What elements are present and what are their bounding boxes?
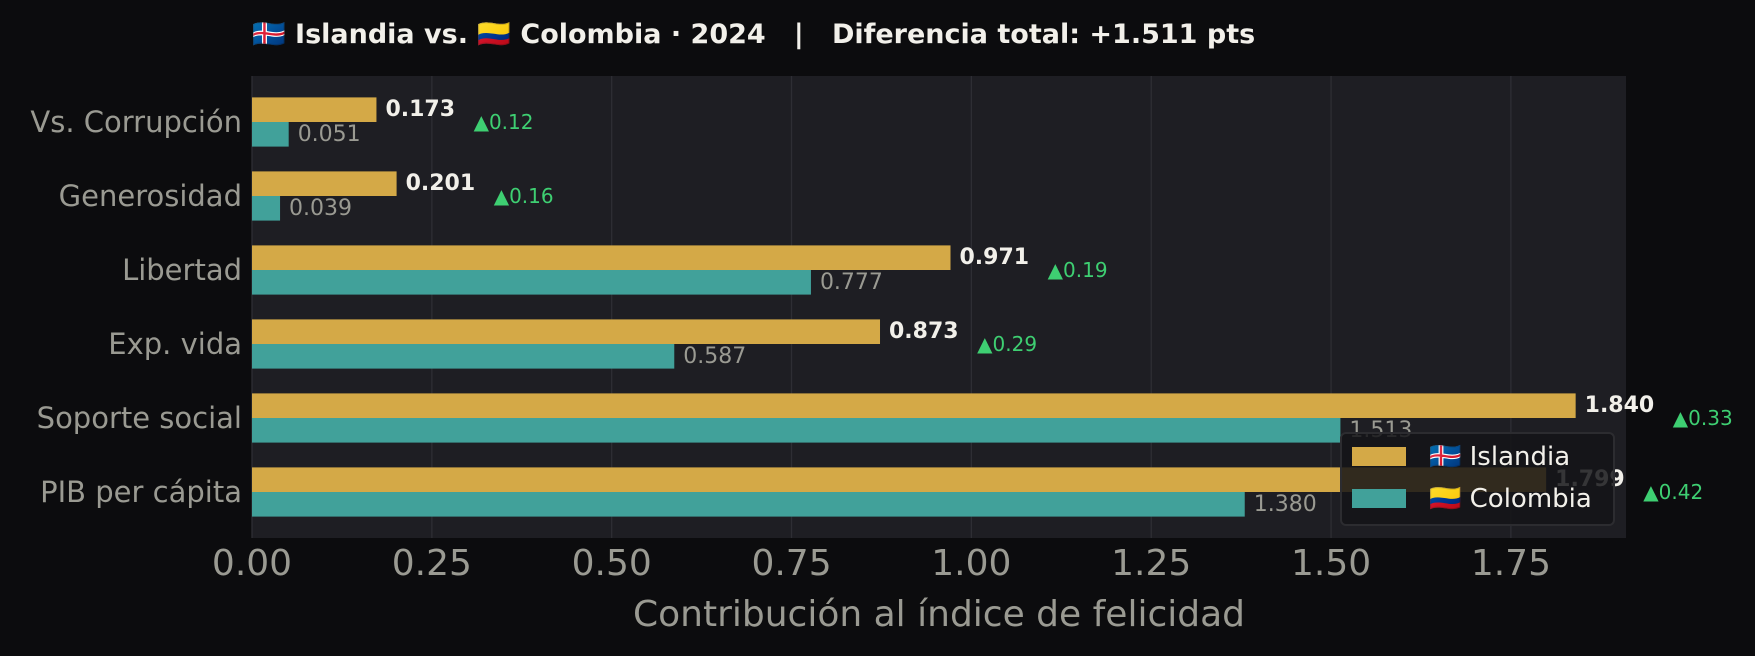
value-label-islandia: 0.173 [385,97,455,122]
bar-islandia [252,97,377,122]
x-tick-label: 0.50 [572,543,652,584]
value-label-colombia: 1.380 [1254,492,1317,517]
bar-colombia [252,270,811,295]
legend-swatch [1352,489,1406,508]
chart-title: 🇮🇸 Islandia vs. 🇨🇴 Colombia · 2024 | Dif… [252,19,1255,50]
bar-islandia [252,245,951,270]
value-label-islandia: 1.840 [1585,393,1655,418]
legend-box [1340,432,1615,526]
y-tick-label: Generosidad [59,179,242,213]
bar-islandia [252,393,1576,418]
value-label-islandia: 0.201 [406,171,476,196]
difference-label: ▲0.42 [1643,480,1703,504]
y-tick-label: Libertad [122,253,242,287]
x-axis-label: Contribución al índice de felicidad [633,594,1245,635]
x-tick-label: 0.25 [392,543,472,584]
value-label-colombia: 0.039 [289,196,352,221]
bar-islandia [252,319,881,344]
difference-label: ▲0.16 [494,184,554,208]
legend: 🇮🇸 Islandia 🇨🇴 Colombia [1340,432,1615,526]
bar-colombia [252,492,1245,517]
bar-colombia [252,344,675,369]
value-label-islandia: 0.873 [889,319,959,344]
bar-colombia [252,196,281,221]
y-tick-label: PIB per cápita [40,475,242,509]
bar-colombia [252,122,289,147]
x-tick-label: 1.50 [1291,543,1371,584]
difference-label: ▲0.12 [474,110,534,134]
x-tick-label: 0.00 [212,543,292,584]
legend-swatch [1352,447,1406,466]
x-tick-label: 1.00 [931,543,1011,584]
bar-islandia [252,171,397,196]
bar-colombia [252,418,1341,443]
bar-islandia [252,467,1547,492]
x-tick-label: 1.75 [1471,543,1551,584]
legend-label: 🇮🇸 Islandia [1429,442,1570,472]
y-tick-label: Soporte social [37,401,242,435]
y-tick-label: Vs. Corrupción [30,105,242,139]
value-label-colombia: 0.051 [298,122,361,147]
x-tick-label: 1.25 [1111,543,1191,584]
legend-label: 🇨🇴 Colombia [1429,484,1592,514]
difference-label: ▲0.33 [1673,406,1733,430]
value-label-colombia: 0.587 [683,344,746,369]
x-tick-label: 0.75 [751,543,831,584]
y-tick-label: Exp. vida [108,327,242,361]
difference-label: ▲0.29 [977,332,1037,356]
value-label-islandia: 0.971 [960,245,1030,270]
difference-label: ▲0.19 [1048,258,1108,282]
value-label-colombia: 0.777 [820,270,883,295]
